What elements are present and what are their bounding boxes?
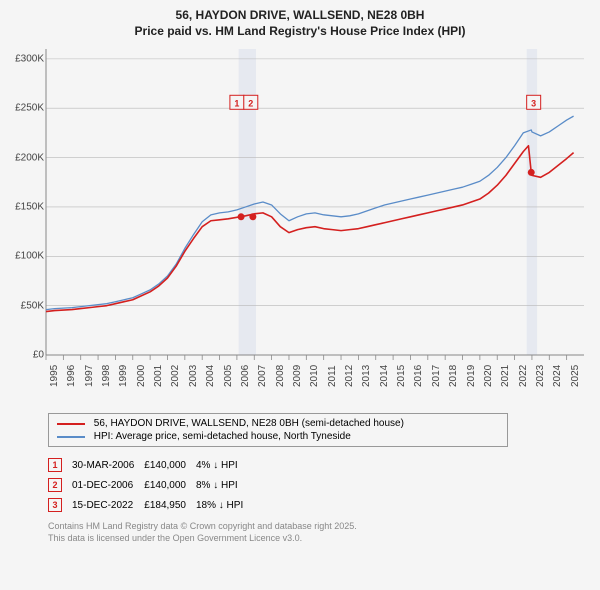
price-cell: £184,950 [144,495,196,515]
y-tick-label: £100K [15,251,44,262]
x-tick-label: 2012 [344,365,355,387]
date-cell: 15-DEC-2022 [72,495,144,515]
legend-label-1: HPI: Average price, semi-detached house,… [94,431,351,442]
x-tick-label: 2015 [396,365,407,387]
x-tick-label: 2013 [361,365,372,387]
x-tick-label: 2009 [292,365,303,387]
x-tick-label: 2021 [500,365,511,387]
x-tick-label: 1995 [49,365,60,387]
x-tick-label: 2018 [448,365,459,387]
legend-box: 56, HAYDON DRIVE, WALLSEND, NE28 0BH (se… [48,413,508,447]
table-row: 3 15-DEC-2022 £184,950 18% ↓ HPI [48,495,253,515]
x-tick-label: 1997 [84,365,95,387]
x-tick-label: 2014 [379,365,390,387]
y-tick-label: £300K [15,54,44,65]
y-tick-label: £50K [21,300,44,311]
svg-text:1: 1 [234,98,239,108]
title-line-1: 56, HAYDON DRIVE, WALLSEND, NE28 0BH [12,8,588,24]
diff-cell: 4% ↓ HPI [196,455,253,475]
legend-swatch-0 [57,423,85,425]
x-tick-label: 2020 [483,365,494,387]
price-cell: £140,000 [144,475,196,495]
chart-svg: 12 3 [12,45,588,405]
legend-label-0: 56, HAYDON DRIVE, WALLSEND, NE28 0BH (se… [94,418,404,429]
svg-text:3: 3 [531,98,536,108]
x-tick-label: 2025 [570,365,581,387]
x-tick-label: 2003 [188,365,199,387]
footer-line-1: Contains HM Land Registry data © Crown c… [48,521,588,533]
price-cell: £140,000 [144,455,196,475]
y-tick-label: £150K [15,202,44,213]
title-line-2: Price paid vs. HM Land Registry's House … [12,24,588,40]
legend-row: 56, HAYDON DRIVE, WALLSEND, NE28 0BH (se… [57,417,499,430]
diff-cell: 8% ↓ HPI [196,475,253,495]
diff-cell: 18% ↓ HPI [196,495,253,515]
x-tick-label: 1996 [66,365,77,387]
x-tick-label: 2000 [136,365,147,387]
x-tick-label: 2001 [153,365,164,387]
x-tick-label: 2011 [327,366,338,388]
x-tick-label: 2017 [431,365,442,387]
x-tick-label: 2023 [535,365,546,387]
x-tick-label: 2005 [223,365,234,387]
footer: Contains HM Land Registry data © Crown c… [48,521,588,544]
table-row: 1 30-MAR-2006 £140,000 4% ↓ HPI [48,455,253,475]
chart-container: 56, HAYDON DRIVE, WALLSEND, NE28 0BH Pri… [0,0,600,590]
x-tick-label: 2024 [552,365,563,387]
chart-area: 123 £0£50K£100K£150K£200K£250K£300K19951… [12,45,588,405]
table-row: 2 01-DEC-2006 £140,000 8% ↓ HPI [48,475,253,495]
price-table: 1 30-MAR-2006 £140,000 4% ↓ HPI 2 01-DEC… [48,455,253,515]
x-tick-label: 1999 [118,365,129,387]
x-tick-label: 2019 [466,365,477,387]
x-tick-label: 2022 [518,365,529,387]
x-tick-label: 2010 [309,365,320,387]
legend-row: HPI: Average price, semi-detached house,… [57,430,499,443]
x-tick-label: 2008 [275,365,286,387]
svg-text:2: 2 [248,98,253,108]
date-cell: 01-DEC-2006 [72,475,144,495]
legend-swatch-1 [57,436,85,438]
x-tick-label: 2002 [170,365,181,387]
marker-badge-2: 2 [48,478,62,492]
y-tick-label: £0 [33,350,44,361]
x-tick-label: 2004 [205,365,216,387]
x-tick-label: 1998 [101,365,112,387]
marker-badge-1: 1 [48,458,62,472]
marker-badge-3: 3 [48,498,62,512]
x-tick-label: 2016 [413,365,424,387]
date-cell: 30-MAR-2006 [72,455,144,475]
y-tick-label: £250K [15,103,44,114]
x-tick-label: 2006 [240,365,251,387]
x-tick-label: 2007 [257,365,268,387]
y-tick-label: £200K [15,152,44,163]
footer-line-2: This data is licensed under the Open Gov… [48,533,588,545]
